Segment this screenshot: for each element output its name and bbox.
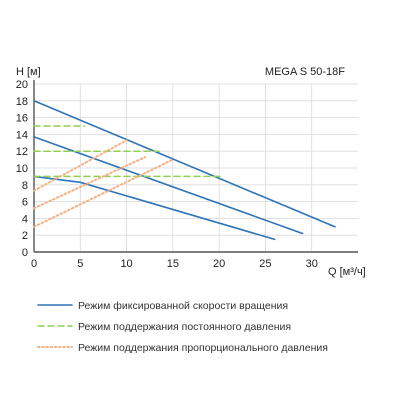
y-tick-label: 14 [16,129,28,141]
x-tick-label: 20 [213,258,225,270]
x-tick-label: 10 [120,258,132,270]
legend-label: Режим поддержания пропорционального давл… [78,342,328,354]
series-line-9 [33,158,174,228]
y-tick-label: 8 [22,180,28,192]
y-tick-label: 4 [22,213,28,225]
series-line-7 [33,139,128,192]
axes [33,80,358,253]
y-tick-label: 6 [22,197,28,209]
tick-labels: 0 2 4 6 8 10 12 14 16 18 20 0 5 10 15 20 25 30 [16,79,318,270]
chart-title: MEGA S 50-18F [265,66,345,78]
y-tick-label: 16 [16,113,28,125]
legend: Режим фиксированной скорости вращения Реж… [37,300,328,354]
y-tick-label: 18 [16,96,28,108]
x-axis-label: Q [м³/ч] [328,266,366,278]
legend-label: Режим фиксированной скорости вращения [78,300,288,312]
x-tick-label: 30 [306,258,318,270]
y-tick-label: 20 [16,79,28,91]
series-lines [33,100,336,241]
y-tick-label: 10 [16,163,28,175]
y-axis-label: H [м] [16,66,41,78]
series-line-3 [33,175,276,241]
legend-label: Режим поддержания постоянного давления [78,321,291,333]
series-line-2 [33,136,304,235]
x-tick-label: 25 [259,258,271,270]
x-tick-label: 0 [31,258,37,270]
y-tick-label: 2 [22,230,28,242]
y-tick-label: 12 [16,146,28,158]
y-tick-label: 0 [22,247,28,259]
x-tick-label: 15 [167,258,179,270]
series-line-1 [33,100,336,228]
x-tick-label: 5 [77,258,83,270]
series-line-8 [33,156,147,210]
